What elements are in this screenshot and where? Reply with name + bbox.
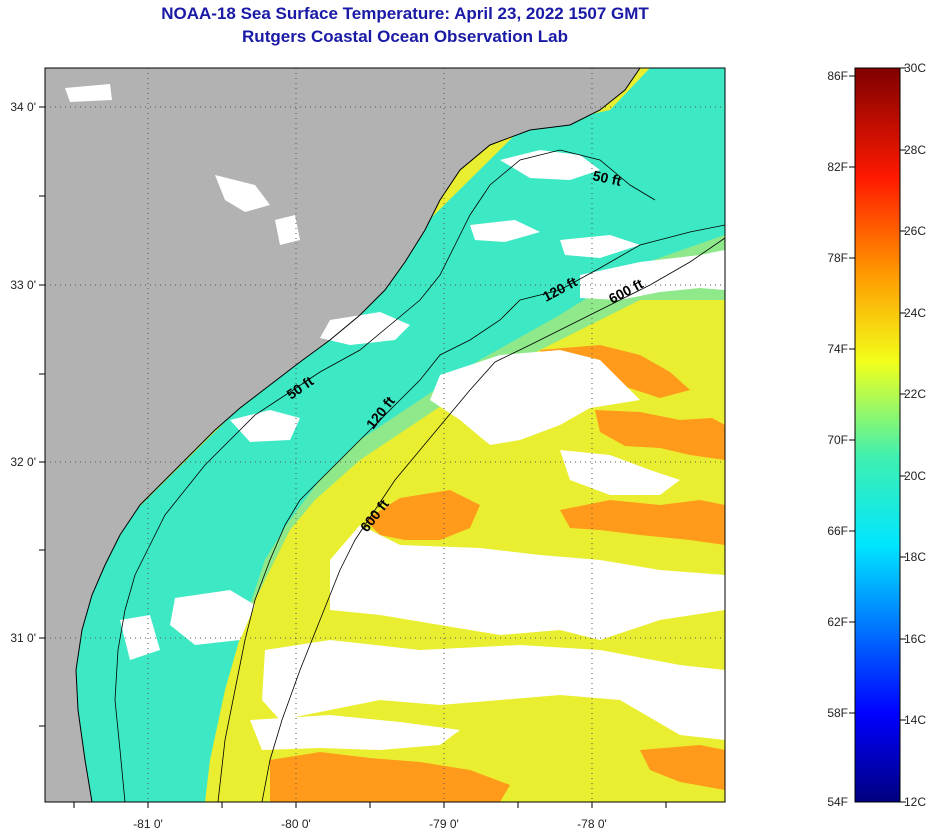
- colorbar-f-label-58: 58F: [827, 706, 848, 720]
- map-title: NOAA-18 Sea Surface Temperature: April 2…: [161, 4, 649, 23]
- colorbar-c-label-18: 18C: [904, 550, 926, 564]
- lat-label-33: 33 0': [10, 278, 36, 292]
- colorbar-c-label-20: 20C: [904, 469, 926, 483]
- colorbar-f-label-78: 78F: [827, 251, 848, 265]
- contour-120ft: [217, 224, 725, 802]
- colorbar-c-label-12: 12C: [904, 795, 926, 809]
- graticule: [45, 68, 725, 802]
- lat-label-31: 31 0': [10, 631, 36, 645]
- map-subtitle: Rutgers Coastal Ocean Observation Lab: [242, 27, 568, 46]
- map-panel: [45, 68, 725, 802]
- colorbar-c-label-30: 30C: [904, 61, 926, 75]
- colorbar-c-label-24: 24C: [904, 306, 926, 320]
- colorbar-f-label-66: 66F: [827, 524, 848, 538]
- colorbar-f-label-62: 62F: [827, 615, 848, 629]
- map-frame: [44, 67, 726, 803]
- lon-label-78: -78 0': [577, 817, 607, 831]
- lon-label-80: -80 0': [281, 817, 311, 831]
- contour-label-50ft-north: 50 ft: [591, 167, 623, 189]
- colorbar-c-label-28: 28C: [904, 143, 926, 157]
- map-ticks: [39, 106, 667, 808]
- contour-600ft: [261, 237, 725, 802]
- colorbar-f-label-70: 70F: [827, 433, 848, 447]
- lon-label-79: -79 0': [429, 817, 459, 831]
- lat-label-32: 32 0': [10, 455, 36, 469]
- colorbar-c-label-14: 14C: [904, 713, 926, 727]
- colorbar-c-label-26: 26C: [904, 224, 926, 238]
- colorbar-c-label-22: 22C: [904, 387, 926, 401]
- contour-50ft: [114, 149, 656, 802]
- colorbar-f-label-86: 86F: [827, 69, 848, 83]
- colorbar-f-label-54: 54F: [827, 795, 848, 809]
- colorbar-f-label-82: 82F: [827, 160, 848, 174]
- colorbar: [854, 67, 901, 803]
- coastline: [75, 68, 641, 802]
- lat-label-34: 34 0': [10, 100, 36, 114]
- colorbar-c-label-16: 16C: [904, 632, 926, 646]
- colorbar-f-label-74: 74F: [827, 342, 848, 356]
- land-area: [45, 68, 640, 802]
- cloud-masks: [65, 84, 725, 750]
- colorbar-ticks: [849, 67, 906, 803]
- lon-label-81: -81 0': [133, 817, 163, 831]
